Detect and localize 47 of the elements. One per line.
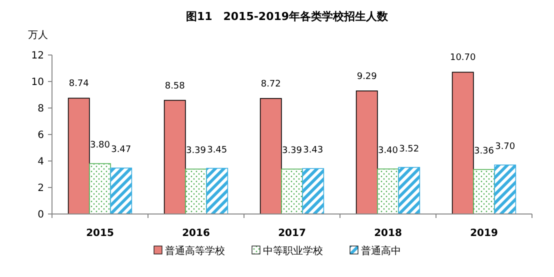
bar — [89, 163, 111, 214]
data-label: 3.47 — [111, 145, 132, 156]
data-label: 8.72 — [260, 79, 281, 90]
data-label: 3.39 — [282, 146, 302, 156]
bar — [377, 168, 399, 214]
bar — [398, 166, 420, 214]
chart-title: 图11 2015-2019年各类学校招生人数 — [186, 10, 390, 23]
data-label: 3.52 — [399, 144, 420, 154]
legend-label: 中等职业学校 — [263, 245, 323, 257]
x-tick-label: 2016 — [182, 228, 210, 239]
bar — [302, 168, 324, 214]
data-label: 3.43 — [303, 146, 324, 156]
data-label: 3.70 — [495, 142, 516, 152]
y-tick-label: 2 — [38, 183, 44, 194]
x-tick-label: 2018 — [374, 228, 402, 239]
data-label: 8.58 — [164, 81, 186, 92]
data-label: 3.80 — [90, 140, 110, 151]
data-label: 8.74 — [68, 79, 90, 90]
data-label: 3.36 — [474, 146, 494, 156]
data-label: 3.39 — [186, 146, 206, 156]
data-label: 10.70 — [450, 53, 476, 64]
bar — [185, 168, 207, 214]
bar — [68, 98, 90, 214]
bar — [110, 168, 132, 214]
y-tick-label: 6 — [38, 130, 44, 141]
data-label: 3.40 — [378, 146, 398, 156]
y-tick-label: 8 — [38, 104, 44, 114]
bar — [206, 168, 228, 214]
bar — [260, 98, 282, 214]
bar — [494, 164, 516, 214]
x-tick-label: 2015 — [86, 228, 114, 239]
legend-label: 普通高中 — [361, 245, 401, 257]
bar — [452, 72, 474, 214]
bar — [281, 168, 303, 214]
x-tick-label: 2019 — [470, 228, 498, 239]
data-label: 3.45 — [207, 145, 228, 156]
legend-label: 普通高等学校 — [165, 245, 225, 257]
bar — [356, 90, 378, 214]
y-tick-label: 4 — [38, 156, 44, 168]
bar — [164, 100, 186, 214]
y-axis-title: 万人 — [28, 30, 48, 41]
x-tick-label: 2017 — [278, 228, 306, 239]
data-label: 9.29 — [356, 72, 378, 82]
y-tick-label: 12 — [31, 50, 44, 62]
bar — [473, 169, 495, 214]
y-tick-label: 10 — [31, 77, 44, 88]
y-tick-label: 0 — [38, 210, 44, 220]
